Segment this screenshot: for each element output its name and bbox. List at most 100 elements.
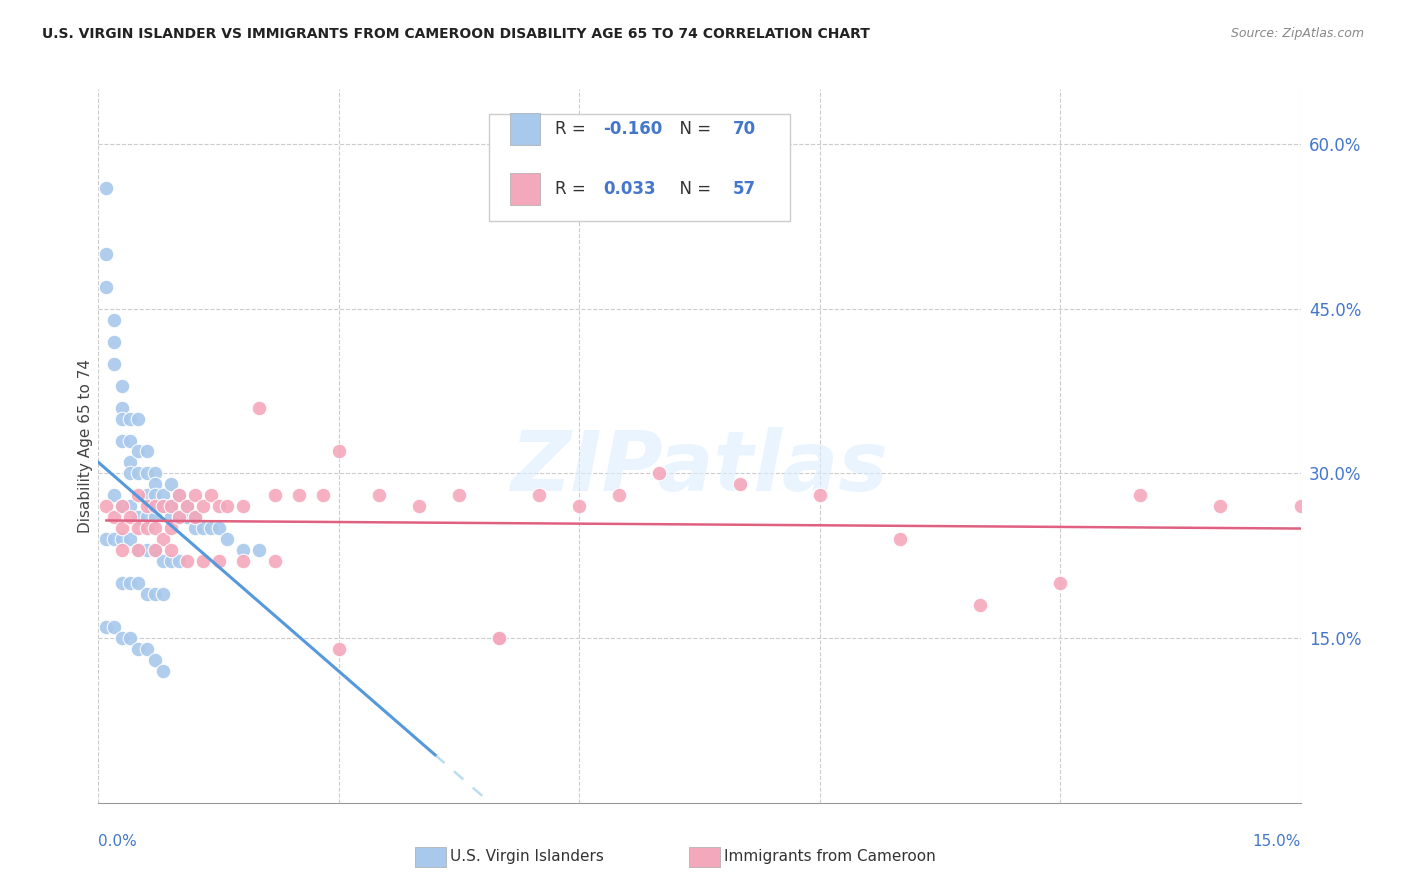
Point	[152, 500, 174, 514]
Point	[247, 543, 270, 558]
Point	[135, 642, 157, 657]
Point	[208, 521, 231, 535]
Point	[128, 521, 150, 535]
Point	[176, 554, 198, 568]
Point	[120, 510, 142, 524]
Point	[167, 488, 190, 502]
Point	[111, 378, 134, 392]
Point	[328, 444, 350, 458]
Point	[232, 554, 254, 568]
Point	[232, 500, 254, 514]
Point	[176, 510, 198, 524]
Point	[247, 401, 270, 415]
Point	[120, 455, 142, 469]
FancyBboxPatch shape	[489, 114, 790, 221]
FancyBboxPatch shape	[509, 173, 540, 205]
Point	[889, 533, 911, 547]
Text: U.S. VIRGIN ISLANDER VS IMMIGRANTS FROM CAMEROON DISABILITY AGE 65 TO 74 CORRELA: U.S. VIRGIN ISLANDER VS IMMIGRANTS FROM …	[42, 27, 870, 41]
Text: N =: N =	[669, 180, 717, 198]
Point	[103, 334, 125, 349]
Point	[167, 510, 190, 524]
Text: -0.160: -0.160	[603, 120, 662, 137]
Point	[111, 521, 134, 535]
Point	[103, 510, 125, 524]
Point	[103, 488, 125, 502]
Point	[96, 181, 118, 195]
Point	[143, 510, 166, 524]
Point	[111, 631, 134, 645]
Point	[159, 500, 181, 514]
Point	[159, 477, 181, 491]
Point	[96, 280, 118, 294]
Point	[159, 554, 181, 568]
Point	[215, 500, 238, 514]
Point	[152, 488, 174, 502]
Point	[128, 510, 150, 524]
Point	[167, 488, 190, 502]
Point	[176, 500, 198, 514]
Point	[488, 631, 510, 645]
Point	[143, 521, 166, 535]
Point	[143, 543, 166, 558]
Point	[128, 642, 150, 657]
Point	[200, 521, 222, 535]
Point	[143, 587, 166, 601]
Point	[1049, 576, 1071, 591]
Point	[152, 587, 174, 601]
Point	[111, 500, 134, 514]
Point	[312, 488, 335, 502]
Point	[111, 434, 134, 448]
Text: Source: ZipAtlas.com: Source: ZipAtlas.com	[1230, 27, 1364, 40]
Point	[609, 488, 631, 502]
Point	[135, 488, 157, 502]
Point	[191, 554, 214, 568]
Text: R =: R =	[555, 180, 592, 198]
Text: ZIPatlas: ZIPatlas	[510, 427, 889, 508]
Point	[120, 533, 142, 547]
Point	[208, 554, 231, 568]
Point	[152, 664, 174, 678]
Text: 70: 70	[733, 120, 756, 137]
Point	[808, 488, 831, 502]
Point	[176, 500, 198, 514]
Point	[183, 488, 205, 502]
Point	[103, 533, 125, 547]
Text: U.S. Virgin Islanders: U.S. Virgin Islanders	[450, 849, 603, 863]
Point	[128, 411, 150, 425]
Point	[96, 500, 118, 514]
Point	[183, 510, 205, 524]
Point	[263, 554, 285, 568]
FancyBboxPatch shape	[509, 112, 540, 145]
Point	[111, 401, 134, 415]
Point	[120, 467, 142, 481]
Point	[143, 543, 166, 558]
Point	[159, 543, 181, 558]
Point	[120, 500, 142, 514]
Point	[152, 554, 174, 568]
Point	[143, 500, 166, 514]
Point	[120, 411, 142, 425]
Point	[488, 631, 510, 645]
Point	[120, 434, 142, 448]
Point	[128, 576, 150, 591]
Point	[1209, 500, 1232, 514]
Point	[447, 488, 470, 502]
Point	[111, 411, 134, 425]
Point	[167, 554, 190, 568]
Point	[128, 543, 150, 558]
Point	[135, 500, 157, 514]
Point	[103, 620, 125, 634]
Text: R =: R =	[555, 120, 592, 137]
Point	[120, 576, 142, 591]
Point	[135, 543, 157, 558]
Point	[368, 488, 391, 502]
Point	[191, 500, 214, 514]
Point	[96, 620, 118, 634]
Point	[120, 631, 142, 645]
Point	[648, 467, 671, 481]
Point	[568, 500, 591, 514]
Point	[111, 576, 134, 591]
Point	[135, 587, 157, 601]
Point	[111, 533, 134, 547]
Point	[288, 488, 311, 502]
